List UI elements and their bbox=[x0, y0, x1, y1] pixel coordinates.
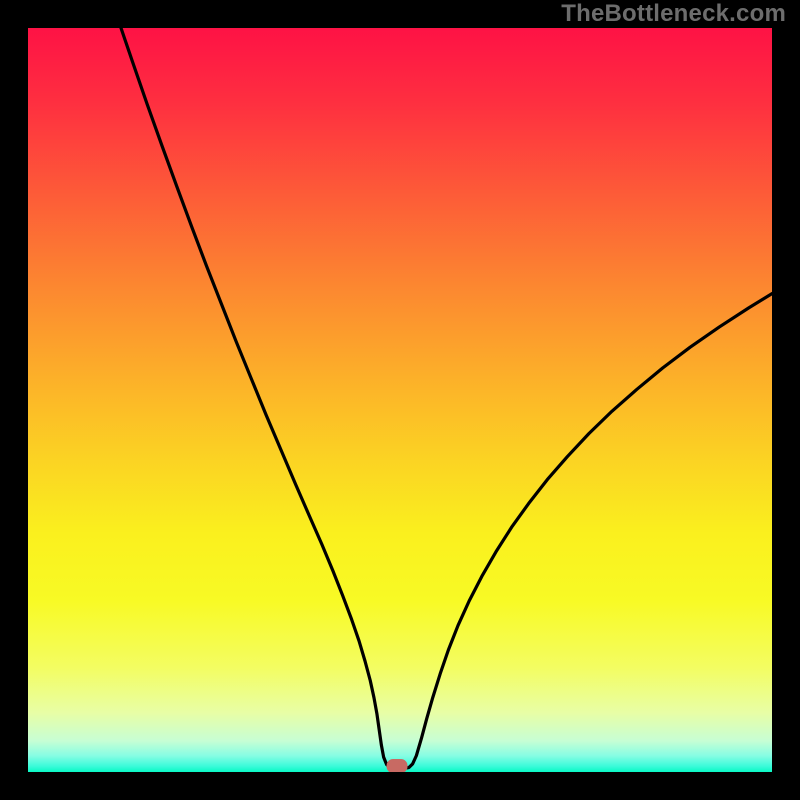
border bbox=[0, 772, 800, 800]
watermark-text: TheBottleneck.com bbox=[561, 0, 786, 28]
border bbox=[772, 0, 800, 800]
gradient-background bbox=[28, 28, 772, 772]
border bbox=[0, 0, 28, 800]
chart-container: { "watermark": { "text": "TheBottleneck.… bbox=[0, 0, 800, 800]
optimum-marker bbox=[387, 760, 407, 773]
bottleneck-chart bbox=[0, 0, 800, 800]
